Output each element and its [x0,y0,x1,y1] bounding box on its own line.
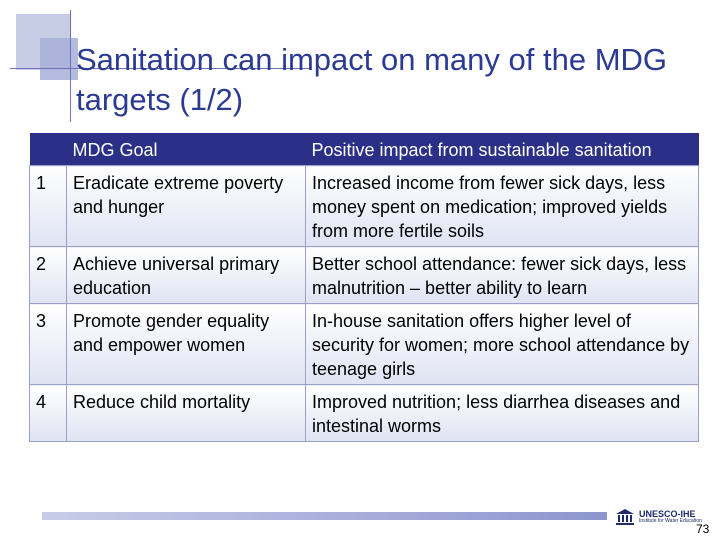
decor-square-small [40,38,78,80]
row-number: 4 [29,384,67,442]
decor-vertical-line [70,10,71,122]
table-row: 2 Achieve universal primary education Be… [29,246,699,304]
table-header-row: MDG Goal Positive impact from sustainabl… [29,133,699,166]
header-positive-impact: Positive impact from sustainable sanitat… [305,133,699,166]
page-number: 73 [696,522,710,536]
row-goal: Eradicate extreme poverty and hunger [66,165,306,247]
temple-logo-icon [614,507,636,527]
row-impact: In-house sanitation offers higher level … [305,303,699,385]
table-row: 1 Eradicate extreme poverty and hunger I… [29,165,699,247]
row-number: 1 [29,165,67,247]
row-goal: Promote gender equality and empower wome… [66,303,306,385]
row-impact: Better school attendance: fewer sick day… [305,246,699,304]
logo-subtitle: Institute for Water Education [639,518,702,524]
row-goal: Reduce child mortality [66,384,306,442]
table-row: 3 Promote gender equality and empower wo… [29,303,699,385]
row-number: 2 [29,246,67,304]
slide-title: Sanitation can impact on many of the MDG… [76,42,668,117]
logo-name: UNESCO-IHE [639,509,696,519]
row-number: 3 [29,303,67,385]
footer-bar [42,512,607,520]
mdg-table: MDG Goal Positive impact from sustainabl… [29,133,699,442]
table-row: 4 Reduce child mortality Improved nutrit… [29,384,699,442]
row-impact: Improved nutrition; less diarrhea diseas… [305,384,699,442]
header-number [29,133,67,166]
decor-horizontal-line [10,68,310,69]
row-goal: Achieve universal primary education [66,246,306,304]
row-impact: Increased income from fewer sick days, l… [305,165,699,247]
header-mdg-goal: MDG Goal [66,133,306,166]
unesco-ihe-logo: UNESCO-IHE Institute for Water Education [614,506,714,528]
